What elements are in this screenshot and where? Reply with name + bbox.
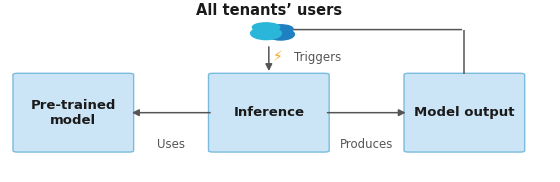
Text: Pre-trained
model: Pre-trained model <box>31 99 116 127</box>
Circle shape <box>268 25 293 33</box>
Text: Model output: Model output <box>414 106 515 119</box>
Circle shape <box>253 23 279 32</box>
FancyBboxPatch shape <box>13 73 134 152</box>
Text: Produces: Produces <box>340 138 393 151</box>
FancyBboxPatch shape <box>208 73 329 152</box>
Ellipse shape <box>267 29 295 40</box>
FancyBboxPatch shape <box>404 73 525 152</box>
Text: ⚡: ⚡ <box>273 51 283 65</box>
Text: Inference: Inference <box>234 106 304 119</box>
Ellipse shape <box>251 27 282 40</box>
Text: All tenants’ users: All tenants’ users <box>196 3 342 18</box>
Text: Uses: Uses <box>157 138 185 151</box>
Text: Triggers: Triggers <box>294 51 341 64</box>
